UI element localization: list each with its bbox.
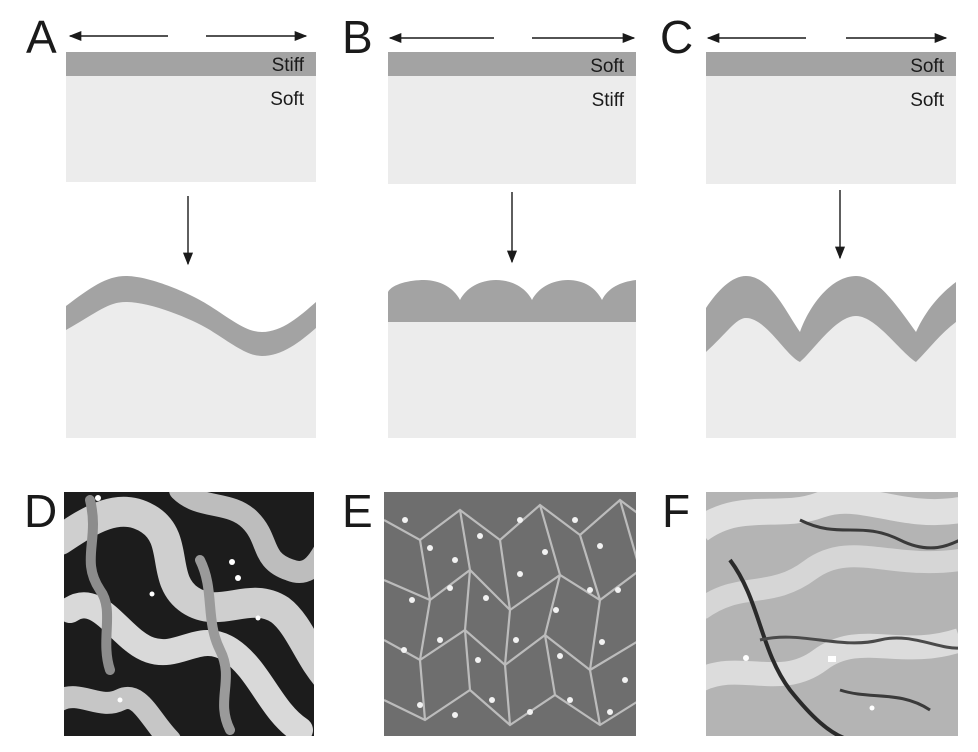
panel-letter-e: E <box>342 485 373 537</box>
panel-letter-f: F <box>662 485 691 537</box>
panel-letter-a: A <box>26 11 57 63</box>
substrate-label: Soft <box>270 89 305 110</box>
panel-letter-b: B <box>342 11 373 63</box>
photo-d <box>64 492 314 736</box>
photo-f <box>706 492 958 736</box>
panel-letter-d: D <box>24 485 58 537</box>
cusped-film <box>706 276 956 362</box>
panel-b: Soft Stiff <box>388 32 636 438</box>
substrate-layer <box>66 76 316 182</box>
substrate-label: Stiff <box>592 90 625 111</box>
panel-a: Stiff Soft <box>66 30 316 438</box>
film-layer <box>706 52 956 76</box>
panel-c: Soft Soft <box>706 32 956 438</box>
creased-film <box>388 280 636 322</box>
substrate-layer <box>388 76 636 184</box>
film-label: Soft <box>590 56 625 77</box>
wrinkled-film <box>66 276 316 356</box>
film-label: Soft <box>910 56 945 77</box>
panel-letter-c: C <box>660 11 694 63</box>
deformed-substrate <box>388 322 636 438</box>
film-label: Stiff <box>272 55 305 76</box>
photo-e <box>384 492 636 736</box>
substrate-layer <box>706 76 956 184</box>
substrate-label: Soft <box>910 90 945 111</box>
deformed-substrate <box>66 302 316 438</box>
film-layer <box>66 52 316 76</box>
film-layer <box>388 52 636 76</box>
deformed-substrate <box>706 316 956 438</box>
